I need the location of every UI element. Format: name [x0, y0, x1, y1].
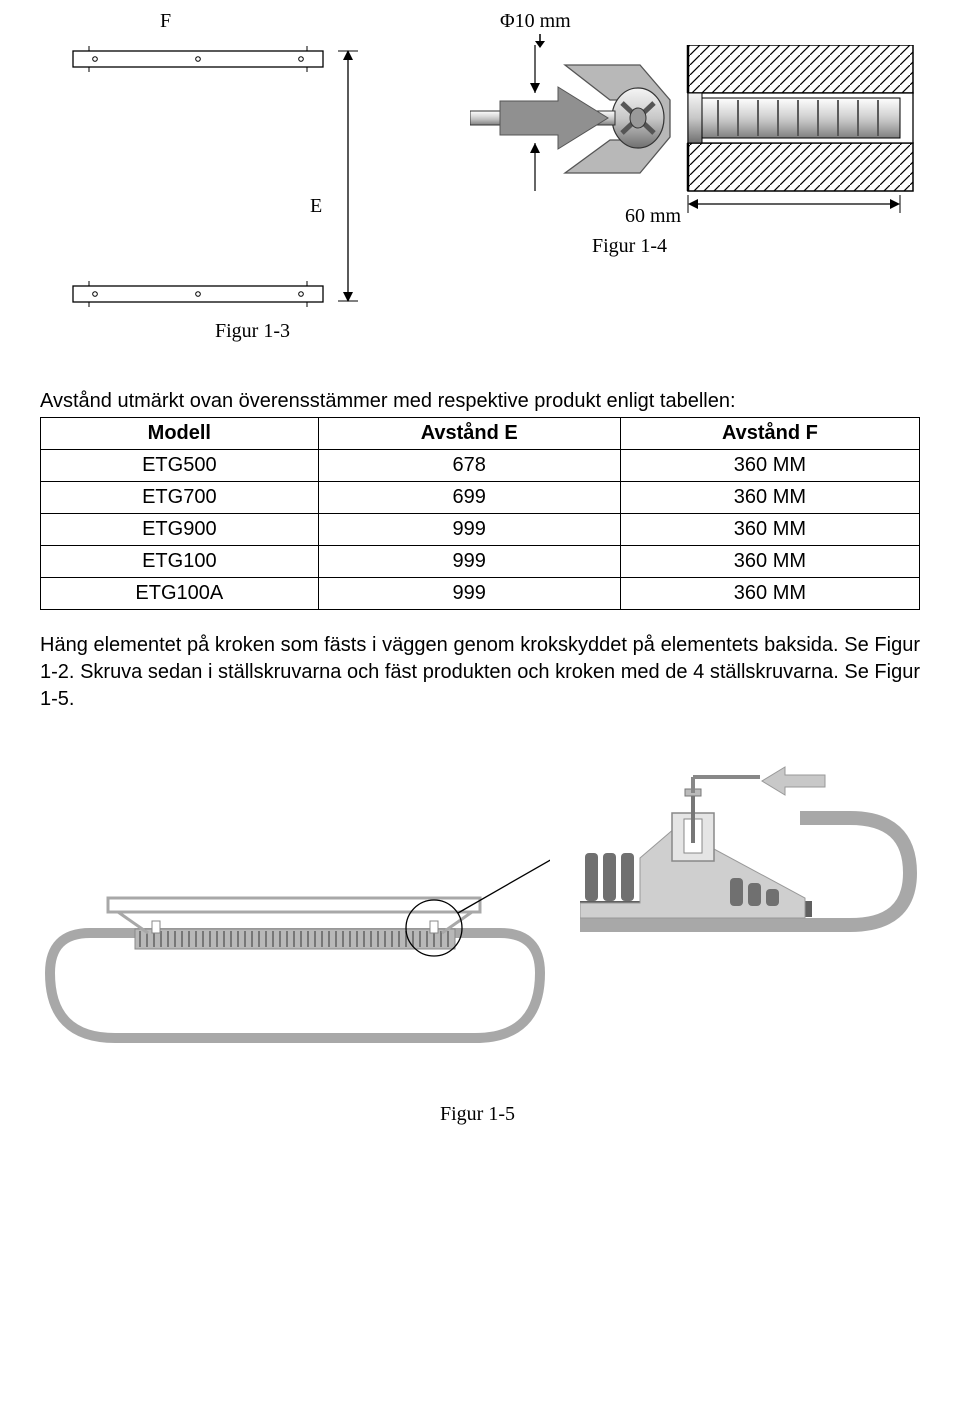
table-cell: 360 MM [620, 546, 919, 578]
figure-1-3-caption: Figur 1-3 [215, 320, 290, 343]
table-cell: ETG100 [41, 546, 319, 578]
table-cell: ETG500 [41, 450, 319, 482]
bracket-bottom [70, 280, 330, 310]
table-cell: 999 [318, 546, 620, 578]
table-cell: 360 MM [620, 578, 919, 610]
label-f: F [160, 10, 171, 33]
zoom-detail-view [580, 743, 920, 1003]
instruction-paragraph: Häng elementet på kroken som fästs i väg… [40, 632, 920, 713]
table-row: ETG700699360 MM [41, 482, 920, 514]
table-cell: 678 [318, 450, 620, 482]
label-phi10: Φ10 mm [500, 10, 571, 33]
table-row: ETG100999360 MM [41, 546, 920, 578]
table-cell: 999 [318, 514, 620, 546]
table-cell: ETG100A [41, 578, 319, 610]
figure-1-4-caption: Figur 1-4 [592, 235, 667, 258]
table-header: Modell [41, 418, 319, 450]
label-60mm: 60 mm [625, 205, 681, 228]
table-cell: 360 MM [620, 450, 919, 482]
label-e: E [310, 195, 322, 218]
wall-plug-diagram [470, 45, 920, 215]
table-row: ETG500678360 MM [41, 450, 920, 482]
table-cell: ETG900 [41, 514, 319, 546]
element-side-view [40, 813, 550, 1053]
table-row: ETG100A999360 MM [41, 578, 920, 610]
figure-1-5-caption: Figur 1-5 [440, 1103, 515, 1126]
table-cell: ETG700 [41, 482, 319, 514]
dimension-table: ModellAvstånd EAvstånd F ETG500678360 MM… [40, 417, 920, 610]
table-cell: 699 [318, 482, 620, 514]
table-header: Avstånd F [620, 418, 919, 450]
table-cell: 360 MM [620, 514, 919, 546]
bracket-top [70, 45, 330, 75]
table-cell: 360 MM [620, 482, 919, 514]
table-intro-text: Avstånd utmärkt ovan överensstämmer med … [40, 390, 920, 413]
table-cell: 999 [318, 578, 620, 610]
table-row: ETG900999360 MM [41, 514, 920, 546]
dimension-e [338, 50, 358, 302]
bottom-diagram-section: Figur 1-5 [40, 743, 920, 1123]
table-header: Avstånd E [318, 418, 620, 450]
top-diagram-section: F Φ10 mm E [40, 10, 920, 380]
